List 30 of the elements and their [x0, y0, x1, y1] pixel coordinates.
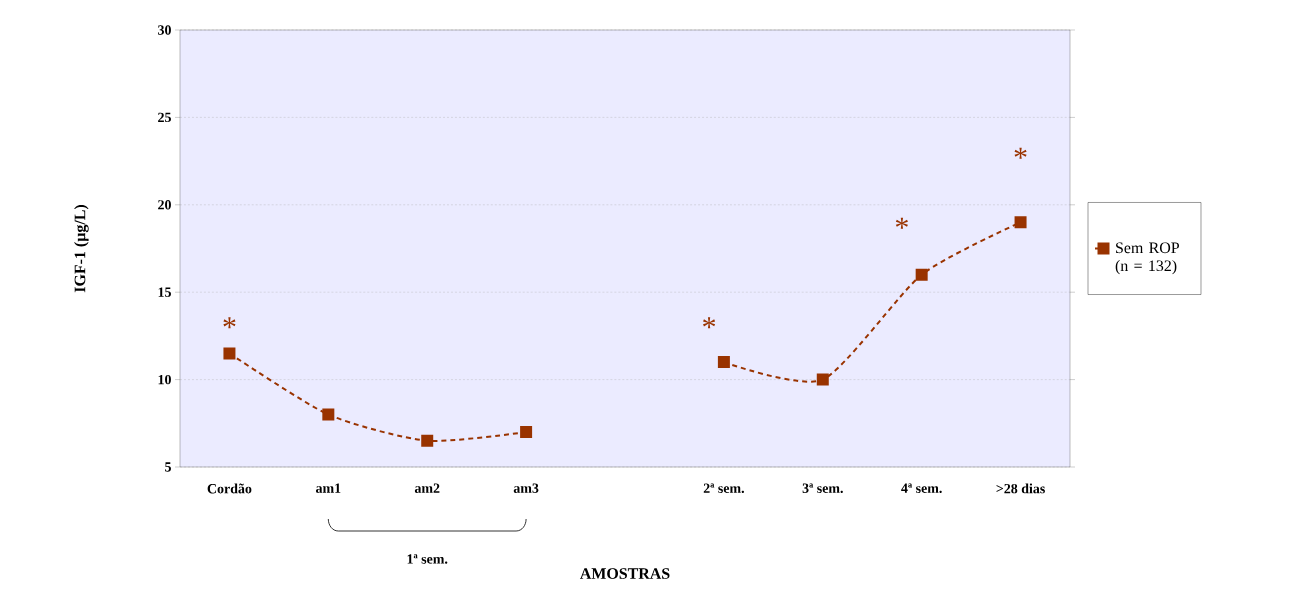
x-tick-label: am3	[513, 483, 539, 493]
annotation: *	[895, 217, 908, 229]
point	[520, 426, 533, 439]
x-tick-label: am1	[316, 483, 341, 493]
x-tick-label: am2	[414, 483, 440, 493]
point	[322, 408, 335, 421]
point	[421, 434, 434, 447]
x-tick-label: 4ª sem.	[901, 483, 942, 493]
x-tick-label: 2ª sem.	[703, 483, 744, 493]
x-axis-title: AMOSTRAS	[579, 568, 670, 579]
point	[223, 347, 236, 360]
x-tick-label: >28 dias	[996, 483, 1045, 494]
x-tick-label: Cordão	[207, 483, 252, 494]
y-tick-label: 15	[158, 287, 171, 297]
legend-label: Sem ROP (n = 132)	[1115, 242, 1180, 275]
y-tick-label: 25	[158, 112, 171, 123]
point	[1014, 216, 1027, 229]
point	[915, 268, 928, 281]
text: 1ª sem.	[407, 554, 448, 564]
point	[717, 356, 730, 369]
y-axis-title: IGF-1 (µg/L)	[74, 204, 89, 293]
x-tick-label: 3ª sem.	[802, 483, 843, 493]
y-tick-label: 30	[158, 25, 171, 35]
y-tick-label: 20	[158, 200, 171, 210]
annotation: *	[1014, 147, 1027, 159]
annotation: *	[703, 317, 716, 329]
annotation: *	[223, 317, 236, 329]
y-tick-label: 5	[165, 462, 171, 472]
point	[816, 373, 829, 386]
y-tick-label: 10	[158, 374, 171, 385]
